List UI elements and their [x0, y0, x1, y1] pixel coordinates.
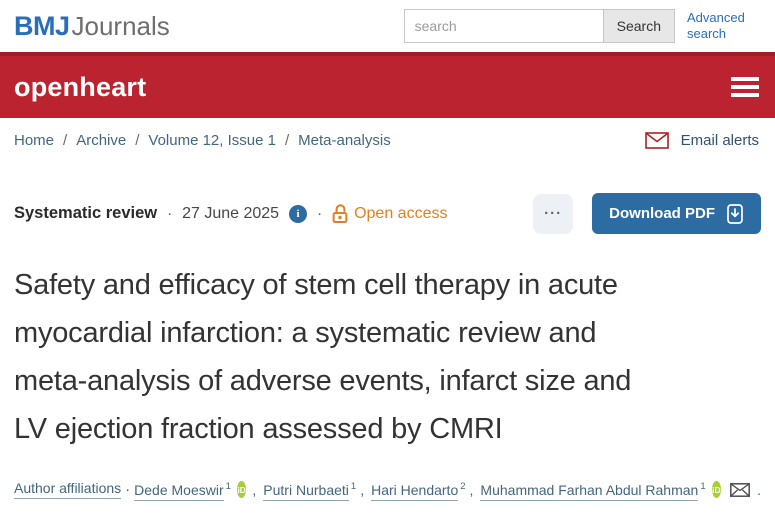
article-meta: Systematic review · 27 June 2025 i · Ope…	[14, 203, 447, 224]
meta-dot: ·	[317, 205, 323, 222]
breadcrumb-row: Home / Archive / Volume 12, Issue 1 / Me…	[0, 118, 775, 159]
article-main: Systematic review · 27 June 2025 i · Ope…	[0, 193, 775, 501]
more-options-button[interactable]: ···	[533, 193, 574, 234]
author-affiliation-sup: 1	[350, 481, 357, 493]
author-link-muhammad-farhan-abdul-rahman[interactable]: Muhammad Farhan Abdul Rahman	[480, 481, 699, 501]
journal-logo-openheart[interactable]: openheart	[14, 71, 147, 102]
breadcrumb-separator: /	[135, 132, 140, 149]
bmj-logo-text: BMJ	[14, 10, 70, 41]
breadcrumb-home[interactable]: Home	[14, 132, 55, 149]
author-item: Dede Moeswir 1	[134, 481, 231, 501]
email-alerts-label: Email alerts	[680, 132, 759, 149]
author-item: Muhammad Farhan Abdul Rahman 1	[480, 481, 706, 501]
author-link-putri-nurbaeti[interactable]: Putri Nurbaeti	[263, 481, 349, 501]
journals-logo-text: Journals	[71, 10, 170, 41]
bmj-journals-logo[interactable]: BMJ Journals	[14, 11, 170, 42]
open-access-link[interactable]: Open access	[332, 203, 447, 224]
advanced-search-link[interactable]: Advanced search	[687, 9, 745, 41]
author-item: Putri Nurbaeti 1	[263, 481, 357, 501]
breadcrumb: Home / Archive / Volume 12, Issue 1 / Me…	[14, 132, 391, 149]
search-input[interactable]	[403, 9, 604, 43]
info-icon[interactable]: i	[289, 204, 308, 223]
breadcrumb-meta-analysis[interactable]: Meta-analysis	[298, 132, 391, 149]
orcid-icon[interactable]: iD	[236, 481, 247, 498]
article-title: Safety and efficacy of stem cell therapy…	[14, 269, 632, 445]
download-pdf-button[interactable]: Download PDF	[592, 193, 761, 234]
envelope-icon	[644, 132, 669, 149]
contact-envelope-icon[interactable]	[730, 482, 751, 497]
ellipsis-icon: ···	[544, 205, 563, 222]
article-meta-row: Systematic review · 27 June 2025 i · Ope…	[14, 193, 761, 234]
authors-end-mark: .	[757, 481, 761, 498]
author-item: Hari Hendarto 2	[371, 481, 466, 501]
author-link-dede-moeswir[interactable]: Dede Moeswir	[134, 481, 224, 501]
author-separator: ,	[469, 481, 474, 498]
author-affiliation-sup: 1	[225, 481, 231, 493]
open-padlock-icon	[332, 203, 348, 224]
download-file-icon	[726, 203, 744, 224]
email-alerts-link[interactable]: Email alerts	[642, 132, 759, 149]
author-affiliations-link[interactable]: Author affiliations	[14, 480, 122, 499]
open-access-label: Open access	[354, 204, 448, 222]
article-type-label: Systematic review	[14, 204, 158, 222]
search-button[interactable]: Search	[602, 9, 675, 43]
meta-dot: ·	[125, 481, 131, 498]
author-affiliation-sup: 2	[460, 481, 466, 493]
download-pdf-label: Download PDF	[609, 205, 715, 222]
search-area: Search Advanced search	[403, 9, 755, 43]
journal-banner: openheart	[0, 52, 775, 118]
site-header: BMJ Journals Search Advanced search	[0, 0, 775, 52]
author-separator: ,	[252, 481, 257, 498]
publication-date: 27 June 2025	[182, 204, 280, 222]
article-actions: ··· Download PDF	[533, 193, 761, 234]
breadcrumb-separator: /	[63, 132, 68, 149]
hamburger-menu-icon[interactable]	[731, 73, 759, 101]
authors-row: Author affiliations · Dede Moeswir 1 iD ,…	[14, 480, 761, 501]
breadcrumb-separator: /	[284, 132, 290, 149]
meta-dot: ·	[167, 205, 173, 222]
author-separator: ,	[360, 481, 365, 498]
breadcrumb-volume-issue[interactable]: Volume 12, Issue 1	[148, 132, 276, 149]
orcid-icon[interactable]: iD	[711, 481, 722, 498]
author-link-hari-hendarto[interactable]: Hari Hendarto	[371, 481, 459, 501]
breadcrumb-archive[interactable]: Archive	[76, 132, 127, 149]
author-affiliation-sup: 1	[700, 481, 706, 493]
